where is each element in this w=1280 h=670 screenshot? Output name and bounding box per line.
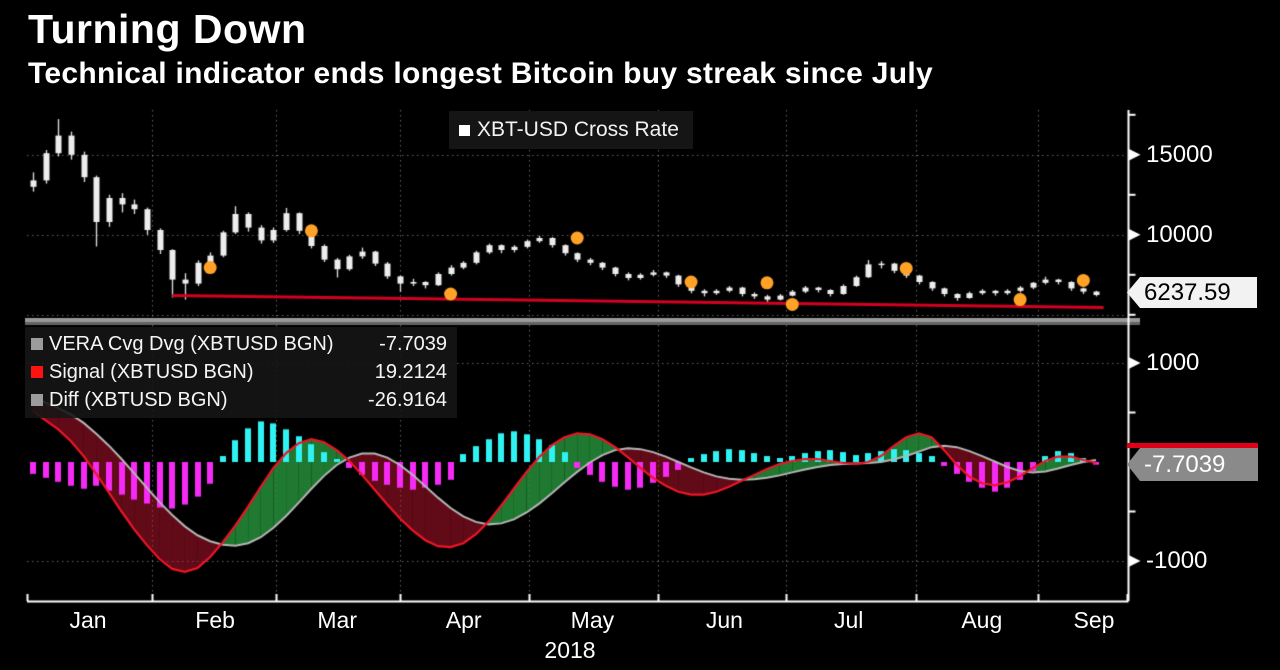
x-axis-year: 2018 xyxy=(544,637,596,663)
signal-marker-icon xyxy=(31,366,43,378)
vera-label: VERA Cvg Dvg (XBTUSD BGN) xyxy=(49,332,334,355)
price-series-legend[interactable]: XBT-USD Cross Rate xyxy=(449,111,693,149)
series-label: XBT-USD Cross Rate xyxy=(477,118,679,141)
indicator-legend: VERA Cvg Dvg (XBTUSD BGN) -7.7039 Signal… xyxy=(25,327,457,418)
page-subtitle: Technical indicator ends longest Bitcoin… xyxy=(28,57,933,90)
month-label-jul: Jul xyxy=(833,607,864,633)
y-tick-neg1000: -1000 xyxy=(1146,547,1208,574)
y-tick-1000: 1000 xyxy=(1146,349,1200,376)
diff-value: -26.9164 xyxy=(368,388,447,411)
legend-row-diff[interactable]: Diff (XBTUSD BGN) -26.9164 xyxy=(31,386,447,414)
vera-value: -7.7039 xyxy=(379,332,447,355)
month-label-sep: Sep xyxy=(1073,607,1115,633)
legend-row-vera[interactable]: VERA Cvg Dvg (XBTUSD BGN) -7.7039 xyxy=(31,330,447,358)
month-label-aug: Aug xyxy=(961,607,1003,633)
diff-label: Diff (XBTUSD BGN) xyxy=(49,388,228,411)
month-label-jan: Jan xyxy=(69,607,107,633)
month-label-mar: Mar xyxy=(317,607,357,633)
y-tick-15000: 15000 xyxy=(1146,141,1213,168)
signal-value: 19.2124 xyxy=(374,360,447,383)
series-marker-icon xyxy=(459,124,470,136)
signal-axis-marker xyxy=(1127,443,1258,448)
y-tick-10000: 10000 xyxy=(1146,221,1213,248)
page-title: Turning Down xyxy=(28,6,307,52)
diff-marker-icon xyxy=(31,394,43,406)
month-label-apr: Apr xyxy=(445,607,482,633)
signal-label: Signal (XBTUSD BGN) xyxy=(49,360,254,383)
month-label-may: May xyxy=(570,607,615,633)
vera-marker-icon xyxy=(31,338,43,350)
x-axis-months: Jan Feb Mar Apr May Jun Jul Aug Sep xyxy=(0,607,1280,637)
month-label-feb: Feb xyxy=(195,607,235,633)
legend-row-signal[interactable]: Signal (XBTUSD BGN) 19.2124 xyxy=(31,358,447,386)
last-price-badge: 6237.59 xyxy=(1127,277,1257,308)
indicator-value-badge: -7.7039 xyxy=(1127,448,1258,481)
month-label-jun: Jun xyxy=(705,607,743,633)
